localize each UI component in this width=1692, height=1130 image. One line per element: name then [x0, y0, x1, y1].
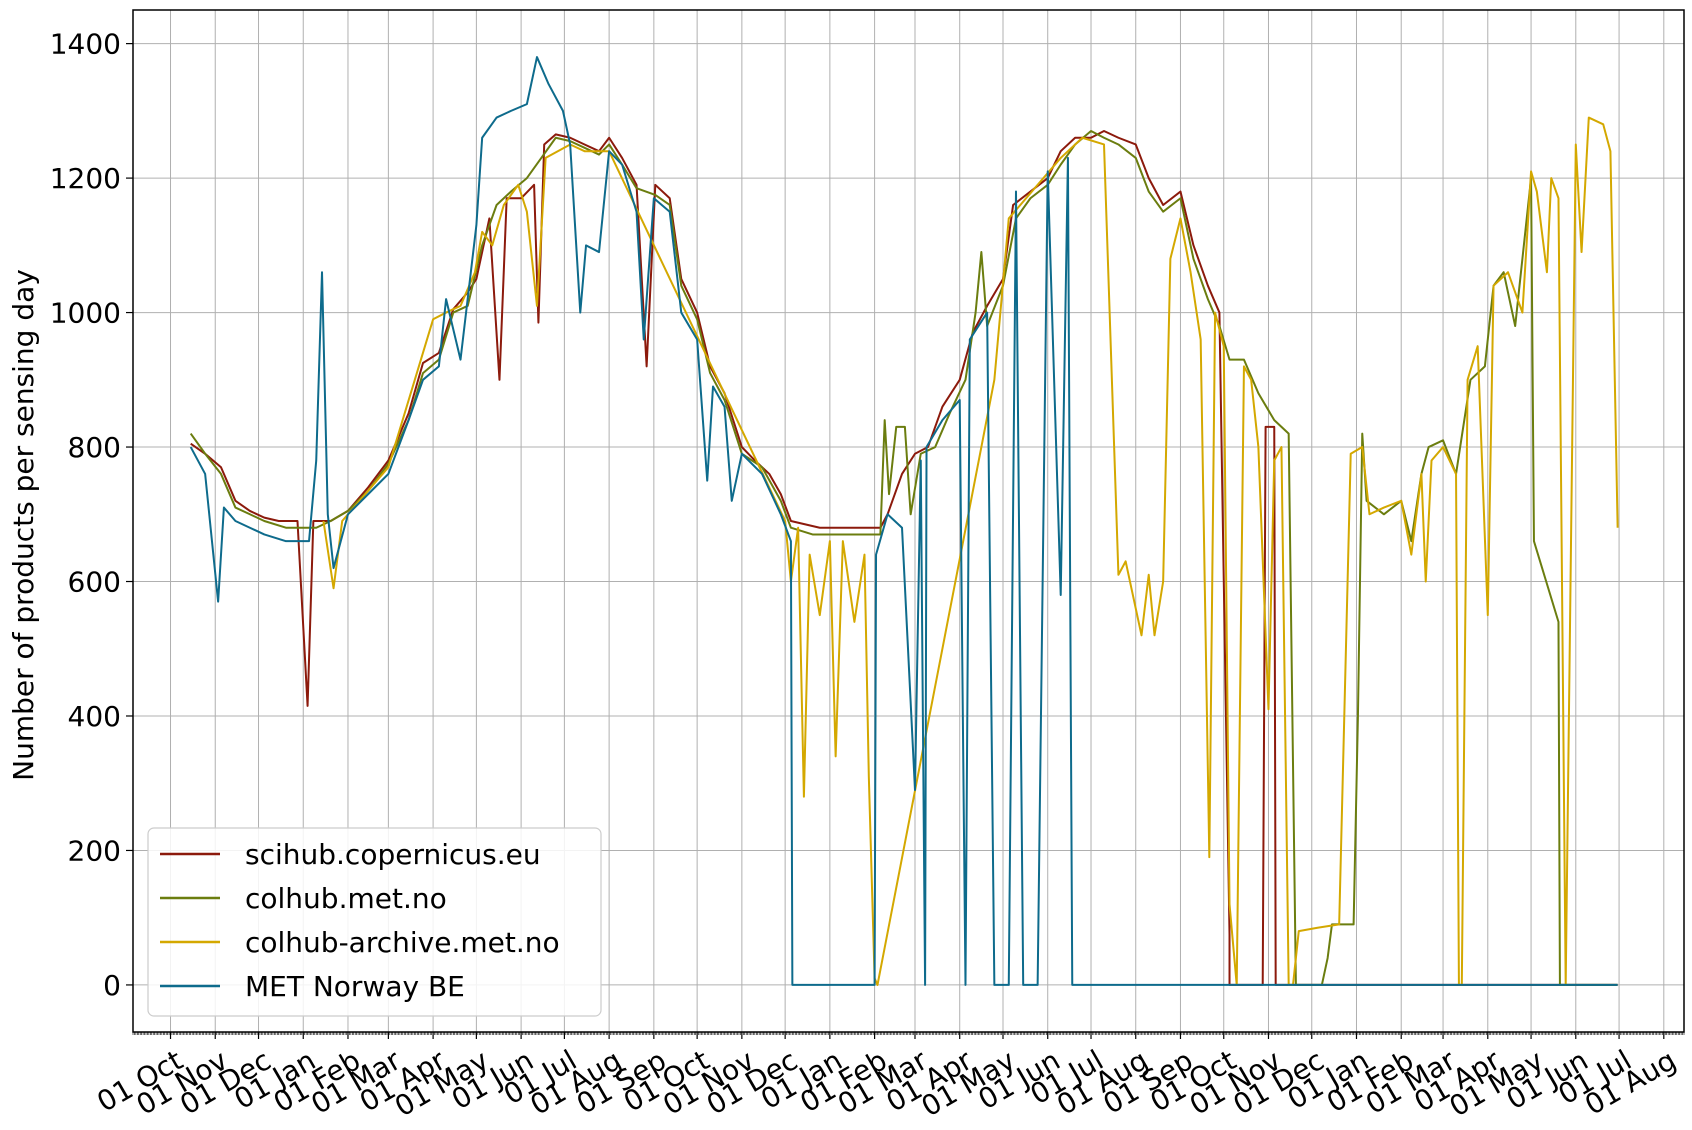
plot-frame [132, 9, 1685, 1033]
y-axis: 0 200 400 600 800 1000 1200 1400 [50, 28, 133, 1002]
series-line-1 [189, 130, 1618, 986]
y-tick-label: 400 [68, 700, 121, 733]
y-tick-label: 0 [103, 969, 121, 1002]
legend-label: MET Norway BE [245, 970, 465, 1003]
y-tick-label: 1200 [50, 162, 121, 195]
legend-box [147, 827, 602, 1017]
legend-label: colhub.met.no [245, 882, 447, 915]
y-tick-label: 800 [68, 431, 121, 464]
y-tick-label: 200 [68, 834, 121, 867]
legend: scihub.copernicus.eu colhub.met.no colhub-… [147, 827, 602, 1017]
y-tick-label: 1000 [50, 297, 121, 330]
series-line-2 [322, 116, 1619, 986]
series-line-3 [189, 56, 1618, 986]
y-tick-label: 1400 [50, 28, 121, 61]
y-tick-label: 600 [68, 566, 121, 599]
legend-label: colhub-archive.met.no [245, 926, 560, 959]
series-layer [189, 56, 1619, 986]
x-minor-ticks [132, 1032, 1685, 1035]
legend-label: scihub.copernicus.eu [245, 838, 541, 871]
y-axis-label: Number of products per sensing day [7, 269, 40, 781]
